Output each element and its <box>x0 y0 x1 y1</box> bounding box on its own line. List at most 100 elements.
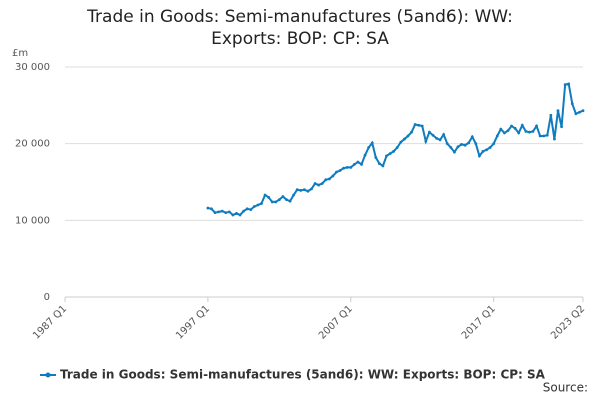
data-point <box>220 209 224 213</box>
data-point <box>578 110 581 114</box>
data-point <box>274 200 278 204</box>
data-point <box>413 123 417 126</box>
data-point <box>324 178 328 182</box>
data-point <box>245 207 249 211</box>
data-point <box>452 150 456 154</box>
source: Source: <box>543 381 588 395</box>
data-point <box>553 137 556 141</box>
data-point <box>252 205 256 208</box>
data-point <box>570 102 574 106</box>
y-tick-label: 30 000 <box>15 62 50 73</box>
data-point <box>292 193 296 197</box>
data-point <box>556 109 560 113</box>
data-point <box>417 123 421 127</box>
data-point <box>302 188 306 192</box>
data-point <box>235 212 238 215</box>
data-point <box>331 174 335 178</box>
data-point <box>560 125 563 129</box>
data-point <box>360 162 363 166</box>
data-point <box>492 142 496 146</box>
x-tick-label: 1997 Q1 <box>174 303 212 341</box>
data-point <box>549 113 553 117</box>
x-tick-label: 1987 Q1 <box>31 303 69 341</box>
data-point <box>528 130 531 134</box>
data-point <box>288 199 292 203</box>
data-point <box>310 187 313 191</box>
data-point <box>399 140 403 144</box>
data-point <box>427 130 431 134</box>
data-point <box>395 146 399 149</box>
data-point <box>281 195 285 198</box>
data-point <box>277 198 281 202</box>
data-point <box>313 182 317 185</box>
data-point <box>238 213 242 217</box>
data-point <box>517 131 521 135</box>
data-point <box>510 124 513 128</box>
y-tick-label: 0 <box>44 292 50 303</box>
data-point <box>402 137 406 141</box>
data-point <box>285 198 288 202</box>
data-point <box>352 162 356 166</box>
x-tick-label: 2017 Q1 <box>460 303 498 341</box>
data-point <box>563 83 567 87</box>
data-point <box>463 143 467 147</box>
data-point <box>438 138 442 142</box>
data-point <box>478 154 481 158</box>
data-point <box>242 209 246 213</box>
data-point <box>449 146 453 149</box>
data-point <box>567 82 571 86</box>
data-point <box>356 160 360 164</box>
data-point <box>385 154 388 158</box>
data-point <box>542 134 546 138</box>
data-point <box>545 133 549 137</box>
data-point <box>295 188 299 192</box>
data-point <box>206 206 210 210</box>
data-line <box>207 82 584 217</box>
data-point <box>320 182 324 185</box>
data-point <box>460 143 463 146</box>
data-point <box>495 134 499 138</box>
y-tick-label: 10 000 <box>15 215 50 226</box>
data-point <box>470 135 474 139</box>
data-point <box>445 142 449 146</box>
data-point <box>381 164 385 168</box>
data-point <box>503 131 506 135</box>
data-point <box>406 134 410 138</box>
data-point <box>513 126 517 130</box>
data-point <box>388 152 392 156</box>
data-point <box>410 130 413 134</box>
data-point <box>338 169 342 172</box>
data-point <box>213 211 217 215</box>
x-tick-label: 2023 Q2 <box>549 303 587 341</box>
data-point <box>335 170 338 174</box>
data-point <box>488 146 492 149</box>
data-point <box>263 193 267 197</box>
data-point <box>467 141 471 145</box>
legend-label: Trade in Goods: Semi-manufactures (5and6… <box>60 368 546 382</box>
data-point <box>249 208 253 212</box>
data-point <box>392 149 396 153</box>
data-point <box>345 166 349 169</box>
data-point <box>474 142 478 146</box>
y-tick-label: 20 000 <box>15 139 50 150</box>
y-axis-unit: £m <box>12 48 28 59</box>
data-point <box>231 213 235 217</box>
data-point <box>424 139 428 143</box>
data-point <box>260 202 263 205</box>
data-point <box>435 136 438 140</box>
data-point <box>217 210 221 214</box>
data-point <box>270 200 274 204</box>
data-point <box>524 130 528 133</box>
data-point <box>442 133 446 136</box>
data-point <box>306 189 310 193</box>
data-point <box>485 148 488 152</box>
data-point <box>342 166 346 170</box>
data-point <box>581 109 585 113</box>
data-point <box>520 123 524 127</box>
legend-marker <box>45 372 51 378</box>
data-point <box>363 153 367 157</box>
data-point <box>317 183 321 187</box>
x-tick-label: 2007 Q1 <box>317 303 355 341</box>
data-point <box>327 177 331 181</box>
